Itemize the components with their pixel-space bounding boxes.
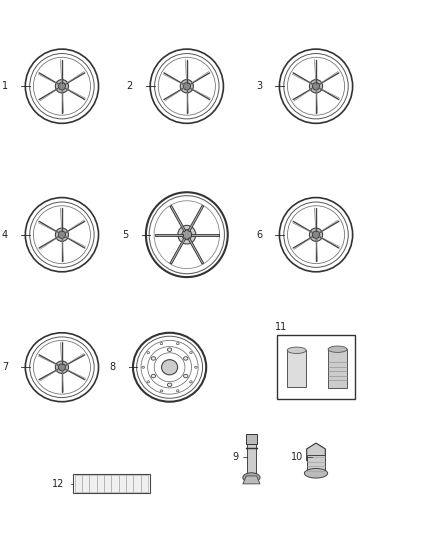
Ellipse shape bbox=[190, 381, 192, 383]
Ellipse shape bbox=[151, 357, 155, 360]
FancyBboxPatch shape bbox=[247, 444, 256, 473]
Text: 8: 8 bbox=[110, 362, 116, 372]
Ellipse shape bbox=[178, 225, 196, 244]
Text: 9: 9 bbox=[233, 453, 239, 463]
FancyBboxPatch shape bbox=[246, 433, 257, 444]
Ellipse shape bbox=[312, 231, 320, 238]
FancyBboxPatch shape bbox=[141, 475, 148, 492]
Ellipse shape bbox=[58, 364, 66, 370]
Ellipse shape bbox=[142, 366, 145, 368]
Ellipse shape bbox=[309, 79, 323, 93]
Ellipse shape bbox=[177, 343, 179, 345]
Text: 5: 5 bbox=[123, 230, 129, 240]
FancyBboxPatch shape bbox=[89, 475, 97, 492]
Ellipse shape bbox=[55, 79, 68, 93]
FancyBboxPatch shape bbox=[111, 475, 119, 492]
Text: 3: 3 bbox=[256, 81, 262, 91]
Text: 11: 11 bbox=[275, 322, 287, 333]
Text: 10: 10 bbox=[291, 453, 303, 463]
Ellipse shape bbox=[162, 360, 178, 375]
Ellipse shape bbox=[304, 469, 328, 478]
Ellipse shape bbox=[151, 374, 155, 378]
Ellipse shape bbox=[167, 348, 172, 351]
Text: 12: 12 bbox=[52, 479, 64, 489]
Ellipse shape bbox=[177, 390, 179, 392]
Text: 2: 2 bbox=[127, 81, 133, 91]
Ellipse shape bbox=[147, 352, 149, 354]
Ellipse shape bbox=[167, 383, 172, 386]
FancyBboxPatch shape bbox=[307, 455, 325, 473]
Ellipse shape bbox=[184, 357, 188, 360]
Ellipse shape bbox=[194, 366, 197, 368]
Ellipse shape bbox=[160, 343, 163, 345]
Text: 4: 4 bbox=[2, 230, 8, 240]
Text: 1: 1 bbox=[2, 81, 8, 91]
Ellipse shape bbox=[312, 83, 320, 90]
Ellipse shape bbox=[190, 352, 192, 354]
Polygon shape bbox=[307, 443, 325, 466]
Text: 6: 6 bbox=[256, 230, 262, 240]
Ellipse shape bbox=[180, 79, 194, 93]
FancyBboxPatch shape bbox=[119, 475, 126, 492]
Ellipse shape bbox=[160, 390, 163, 392]
Ellipse shape bbox=[182, 230, 192, 240]
Ellipse shape bbox=[58, 231, 66, 238]
Ellipse shape bbox=[309, 228, 323, 241]
Ellipse shape bbox=[55, 228, 68, 241]
Ellipse shape bbox=[147, 381, 149, 383]
Ellipse shape bbox=[243, 473, 260, 482]
Ellipse shape bbox=[184, 374, 188, 378]
FancyBboxPatch shape bbox=[134, 475, 141, 492]
Ellipse shape bbox=[328, 346, 347, 352]
Ellipse shape bbox=[183, 83, 191, 90]
Ellipse shape bbox=[287, 347, 306, 353]
FancyBboxPatch shape bbox=[82, 475, 89, 492]
FancyBboxPatch shape bbox=[104, 475, 111, 492]
FancyBboxPatch shape bbox=[97, 475, 104, 492]
FancyBboxPatch shape bbox=[75, 475, 82, 492]
FancyBboxPatch shape bbox=[328, 349, 347, 389]
FancyBboxPatch shape bbox=[287, 350, 306, 387]
Text: 7: 7 bbox=[2, 362, 8, 372]
Polygon shape bbox=[243, 476, 260, 484]
FancyBboxPatch shape bbox=[126, 475, 134, 492]
Ellipse shape bbox=[58, 83, 66, 90]
Ellipse shape bbox=[55, 361, 68, 374]
